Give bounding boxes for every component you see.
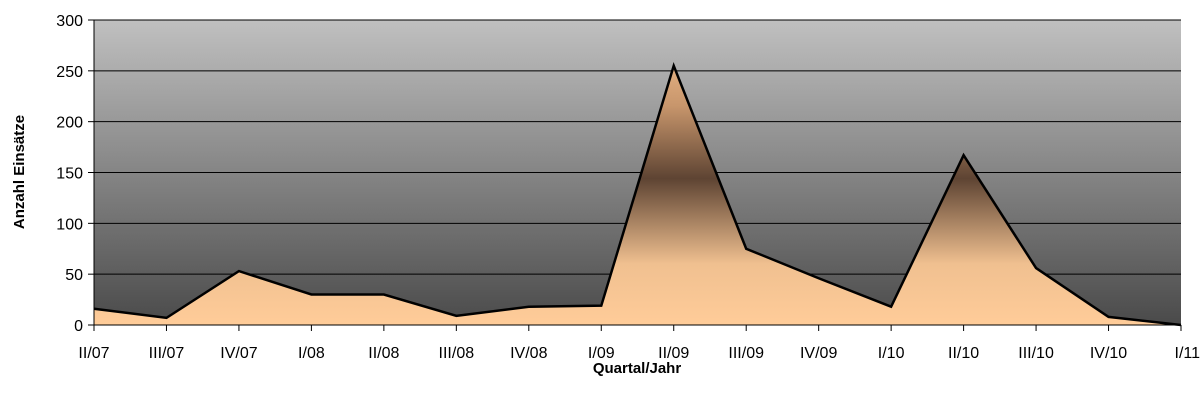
x-tick-label: III/08 (439, 345, 475, 362)
x-tick-label: III/09 (728, 345, 764, 362)
y-tick-label: 100 (56, 216, 83, 233)
x-tick-label: I/08 (298, 345, 325, 362)
x-tick-label: IV/07 (220, 345, 257, 362)
y-tick-label: 200 (56, 115, 83, 132)
x-axis-ticks: II/07 III/07 IV/07 I/08 II/08 III/08 IV/08 I/09… (78, 325, 1200, 362)
x-tick-label: II/10 (948, 345, 979, 362)
x-tick-label: III/07 (149, 345, 185, 362)
y-tick-label: 250 (56, 64, 83, 81)
x-tick-label: II/09 (658, 345, 689, 362)
y-tick-label: 150 (56, 166, 83, 183)
x-tick-label: III/10 (1018, 345, 1054, 362)
y-axis-ticks: 0 50 100 150 200 250 300 (56, 13, 94, 335)
x-tick-label: II/08 (368, 345, 399, 362)
x-axis-title: Quartal/Jahr (593, 360, 682, 377)
y-tick-label: 0 (74, 318, 83, 335)
x-tick-label: IV/09 (800, 345, 837, 362)
series-area (94, 65, 1181, 325)
x-tick-label: I/09 (588, 345, 615, 362)
x-tick-label: I/11 (1175, 345, 1201, 362)
series-line (93, 61, 1182, 327)
y-tick-label: 50 (65, 267, 83, 284)
x-tick-label: IV/08 (510, 345, 547, 362)
x-tick-label: I/10 (878, 345, 905, 362)
y-tick-label: 300 (56, 13, 83, 30)
x-tick-label: II/07 (78, 345, 109, 362)
x-tick-label: IV/10 (1090, 345, 1127, 362)
y-axis-title: Anzahl Einsätze (11, 115, 28, 229)
